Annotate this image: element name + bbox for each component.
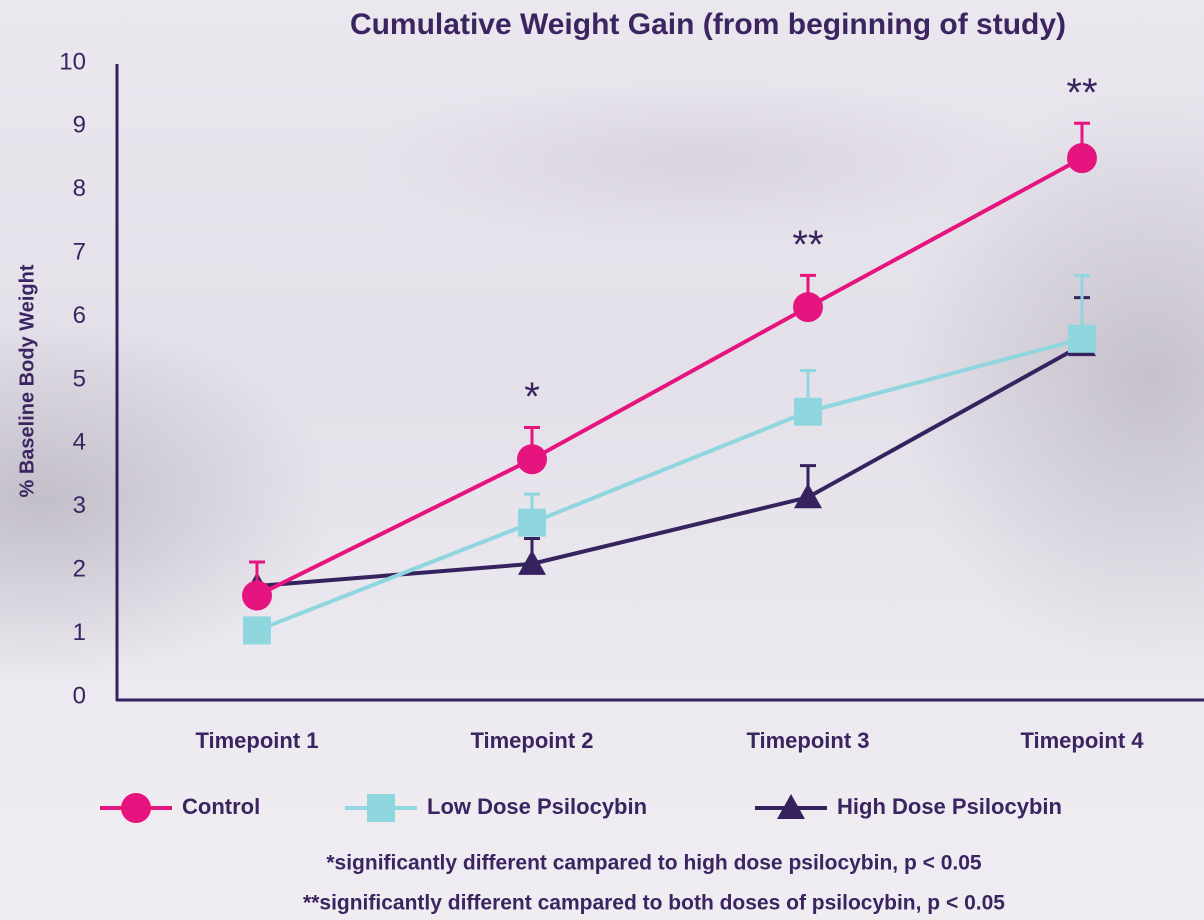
y-tick-label: 7	[73, 239, 86, 266]
legend-label: Control	[182, 794, 260, 819]
chart-title: Cumulative Weight Gain (from beginning o…	[350, 8, 1066, 41]
legend-marker	[121, 793, 151, 823]
page: Cumulative Weight Gain (from beginning o…	[0, 0, 1204, 920]
y-tick-label: 3	[73, 492, 86, 519]
significance-label: **	[1066, 71, 1097, 115]
x-tick-label: Timepoint 2	[470, 728, 593, 753]
y-tick-label: 0	[73, 682, 86, 709]
footnote: *significantly different campared to hig…	[326, 852, 982, 875]
footnote: **significantly different campared to bo…	[303, 892, 1005, 915]
data-point	[793, 292, 823, 322]
y-tick-label: 4	[73, 429, 86, 456]
y-tick-label: 6	[73, 302, 86, 329]
data-point	[243, 616, 271, 644]
y-tick-label: 8	[73, 175, 86, 202]
x-tick-label: Timepoint 4	[1020, 728, 1144, 753]
x-tick-label: Timepoint 3	[746, 728, 869, 753]
data-point	[1067, 143, 1097, 173]
data-point	[1068, 325, 1096, 353]
y-tick-label: 5	[73, 365, 86, 392]
y-tick-label: 9	[73, 112, 86, 139]
significance-label: *	[524, 375, 540, 419]
chart: Cumulative Weight Gain (from beginning o…	[0, 0, 1204, 920]
y-tick-label: 10	[59, 48, 86, 75]
x-tick-label: Timepoint 1	[195, 728, 318, 753]
y-axis-label: % Baseline Body Weight	[16, 264, 38, 497]
significance-label: **	[792, 223, 823, 267]
data-point	[242, 581, 272, 611]
y-tick-label: 1	[73, 619, 86, 646]
legend-label: High Dose Psilocybin	[837, 794, 1062, 819]
legend-label: Low Dose Psilocybin	[427, 794, 647, 819]
data-point	[794, 398, 822, 426]
y-tick-label: 2	[73, 556, 86, 583]
legend-marker	[367, 794, 395, 822]
data-point	[517, 444, 547, 474]
data-point	[518, 509, 546, 537]
data-point	[794, 483, 822, 508]
